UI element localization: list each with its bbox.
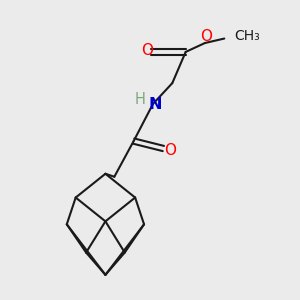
Text: O: O [141, 43, 153, 58]
Text: N: N [148, 97, 162, 112]
Text: O: O [200, 29, 212, 44]
Text: O: O [164, 142, 176, 158]
Text: H: H [135, 92, 146, 107]
Text: CH₃: CH₃ [235, 28, 260, 43]
